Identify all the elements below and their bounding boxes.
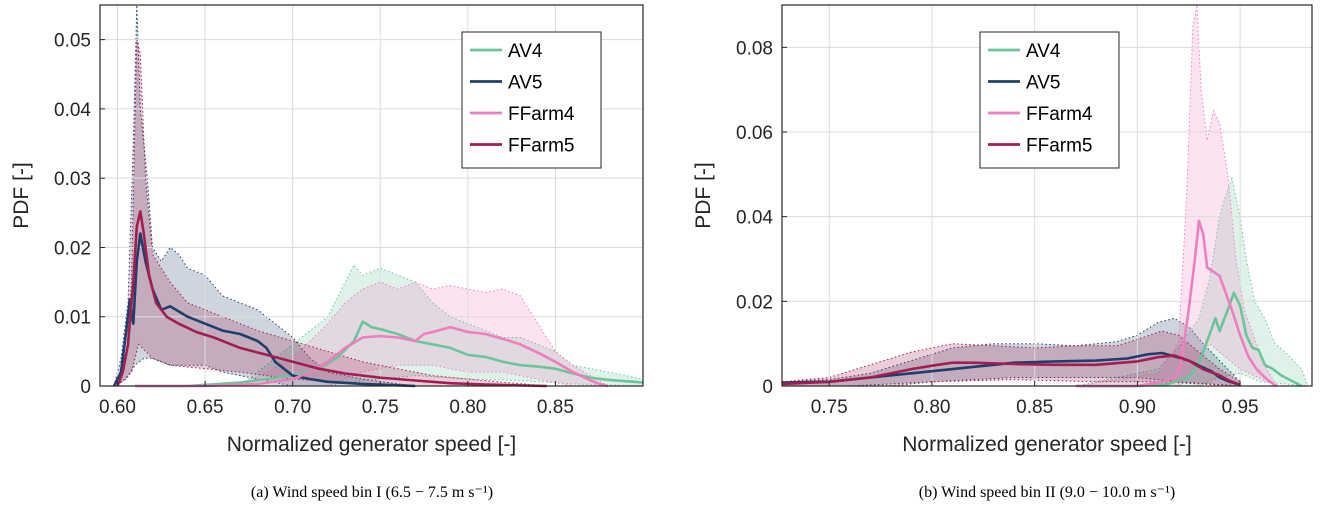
x-tick-label: 0.60: [99, 397, 136, 418]
legend-label-av5: AV5: [1026, 73, 1061, 94]
y-tick-label: 0.02: [736, 292, 773, 313]
band-upper-av5: [113, 4, 416, 387]
y-tick-label: 0.05: [54, 31, 91, 52]
panel-a-caption: (a) Wind speed bin I (6.5 − 7.5 m s⁻¹): [251, 484, 493, 501]
series-line-ffarm4: [1075, 219, 1278, 388]
x-tick-label: 0.90: [1119, 397, 1156, 418]
panel-b-legend: AV4 AV5 FFarm4 FFarm5: [979, 31, 1120, 169]
series-line-ffarm5: [116, 210, 547, 388]
series-line-av4: [1075, 291, 1303, 388]
panel-a-plot-frame: [99, 4, 644, 387]
panel-a: 0.60 0.65 0.70 0.75 0.80 0.85 0 0.01 0.02 0.03 0.…: [10, 4, 644, 501]
panel-b-x-axis-label: Normalized generator speed [-]: [902, 433, 1191, 456]
y-tick-label: 0.08: [736, 38, 773, 59]
y-tick-label: 0: [80, 377, 91, 398]
panel-a-x-axis-label: Normalized generator speed [-]: [227, 433, 516, 456]
series-line-ffarm4: [135, 325, 609, 388]
band-av4: [1075, 178, 1308, 386]
band-lower-av4: [1075, 372, 1308, 387]
band-ffarm4: [1075, 5, 1278, 386]
panel-b-caption: (b) Wind speed bin II (9.0 − 10.0 m s⁻¹): [919, 484, 1175, 501]
y-tick-label: 0.04: [736, 208, 773, 229]
band-av5: [114, 5, 416, 386]
x-tick-label: 0.65: [187, 397, 224, 418]
band-lower-av5: [782, 377, 1241, 387]
panel-a-x-ticks: 0.60 0.65 0.70 0.75 0.80 0.85: [99, 381, 574, 418]
band-upper-ffarm5: [781, 330, 1241, 383]
y-tick-label: 0: [762, 377, 773, 398]
y-tick-label: 0.03: [54, 169, 91, 190]
x-tick-label: 0.95: [1222, 397, 1259, 418]
band-ffarm4: [135, 282, 608, 386]
panel-a-y-axis-label: PDF [-]: [10, 162, 33, 229]
panel-b: 0.75 0.80 0.85 0.90 0.95 0 0.02 0.04 0.06 0.08 N…: [692, 4, 1313, 501]
panel-b-plot-frame: [781, 4, 1313, 387]
x-tick-label: 0.85: [1016, 397, 1053, 418]
y-tick-label: 0.06: [736, 123, 773, 144]
band-av4: [135, 264, 643, 386]
x-tick-label: 0.70: [274, 397, 311, 418]
panel-a-legend: AV4 AV5 FFarm4 FFarm5: [461, 31, 602, 169]
band-upper-av4: [135, 263, 644, 387]
legend-box: [979, 31, 1120, 169]
x-tick-label: 0.80: [449, 397, 486, 418]
band-upper-ffarm4: [135, 281, 609, 387]
series-line-av5: [112, 232, 416, 388]
band-upper-ffarm4: [1075, 4, 1278, 387]
y-tick-label: 0.01: [54, 308, 91, 329]
legend-label-ffarm5: FFarm5: [1026, 136, 1093, 157]
legend-label-av4: AV4: [1026, 41, 1061, 62]
band-av5: [782, 318, 1241, 386]
legend-label-ffarm4: FFarm4: [1026, 104, 1093, 125]
legend-label-av5: AV5: [508, 73, 543, 94]
x-tick-label: 0.80: [913, 397, 950, 418]
panel-b-mean-lines: [781, 219, 1303, 388]
band-ffarm5: [117, 39, 547, 386]
legend-label-ffarm4: FFarm4: [508, 104, 575, 125]
panel-a-mean-lines: [112, 210, 644, 388]
x-tick-label: 0.75: [811, 397, 848, 418]
band-lower-ffarm5: [782, 379, 1241, 387]
panel-b-y-axis-label: PDF [-]: [692, 162, 715, 229]
panel-b-x-ticks: 0.75 0.80 0.85 0.90 0.95: [811, 381, 1259, 418]
y-tick-label: 0.02: [54, 238, 91, 259]
y-tick-label: 0.04: [54, 100, 91, 121]
x-tick-label: 0.75: [362, 397, 399, 418]
x-tick-label: 0.85: [537, 397, 574, 418]
series-line-ffarm5: [781, 354, 1241, 386]
legend-label-ffarm5: FFarm5: [508, 136, 575, 157]
panel-b-y-ticks: 0 0.02 0.04 0.06 0.08: [736, 38, 787, 398]
panel-a-y-ticks: 0 0.01 0.02 0.03 0.04 0.05: [54, 31, 105, 398]
legend-label-av4: AV4: [508, 41, 543, 62]
